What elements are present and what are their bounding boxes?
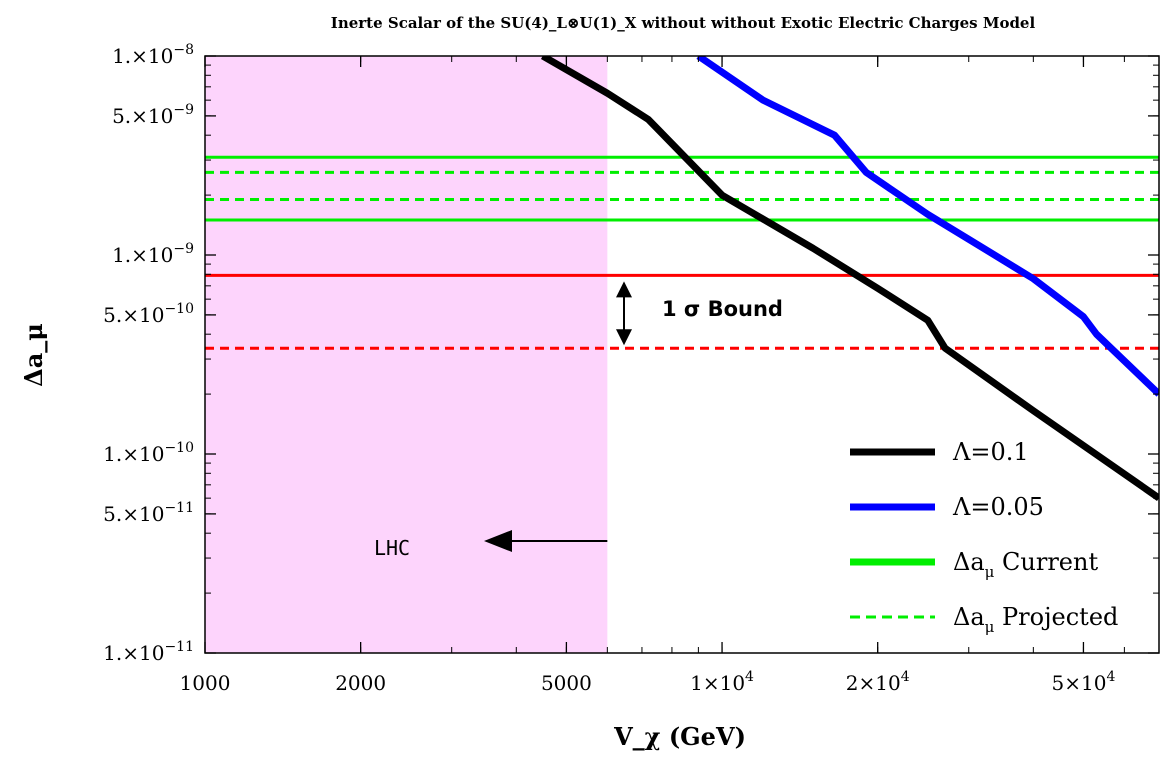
bound-arrow-head-up [616,281,632,298]
lhc-excluded-region [205,56,608,653]
x-tick-label-exp: 4 [1106,669,1115,685]
y-tick-label: 1.×10−9 [112,241,194,267]
y-tick-label-exp: −11 [164,639,194,655]
legend-label-rest: Projected [994,603,1118,631]
y-tick-label-exp: −11 [164,500,194,516]
legend-label-0: Λ=0.1 [952,438,1029,466]
x-tick-label: 1000 [180,671,231,695]
x-axis-label: V_χ (GeV) [613,722,746,751]
legend-label-sub: μ [985,563,995,581]
x-tick-label: 1×104 [690,669,754,695]
y-tick-label: 1.×10−10 [103,440,194,466]
y-axis-label: Δa_μ [19,323,48,387]
y-tick-label: 5.×10−9 [112,102,194,128]
y-tick-label: 5.×10−11 [103,500,194,526]
chart-title: Inerte Scalar of the SU(4)_L⊗U(1)_X with… [331,14,1036,32]
y-tick-label: 5.×10−10 [103,301,194,327]
x-tick-label: 2×104 [846,669,910,695]
lhc-label: LHC [374,536,410,560]
x-tick-label-exp: 4 [745,669,754,685]
x-tick-label: 5×104 [1052,669,1116,695]
legend-label-rest: Current [994,548,1098,576]
series-line-lambda-0-1 [540,56,1159,501]
x-tick-label: 5000 [541,671,592,695]
lhc-arrow-head [484,530,512,552]
plot-area [205,56,1159,501]
legend-label-3: Δaμ Projected [953,603,1118,636]
y-tick-label: 1.×10−11 [103,639,194,665]
bound-arrow-head-down [616,329,632,346]
y-tick-label-exp: −9 [173,241,194,257]
x-tick-label-exp: 4 [901,669,910,685]
y-tick-label: 1.×10−8 [112,42,194,68]
legend-label-1: Λ=0.05 [952,493,1044,521]
y-tick-label-exp: −8 [173,42,194,58]
x-tick-label: 2000 [335,671,386,695]
legend-label-sub: μ [985,618,995,636]
y-tick-label-exp: −9 [173,102,194,118]
y-tick-label-exp: −10 [164,440,194,456]
bound-label: 1 σ Bound [662,297,783,321]
legend-label-2: Δaμ Current [953,548,1098,581]
y-tick-label-exp: −10 [164,301,194,317]
plot-frame [204,55,1160,654]
series-line-lambda-0-05 [696,56,1159,397]
